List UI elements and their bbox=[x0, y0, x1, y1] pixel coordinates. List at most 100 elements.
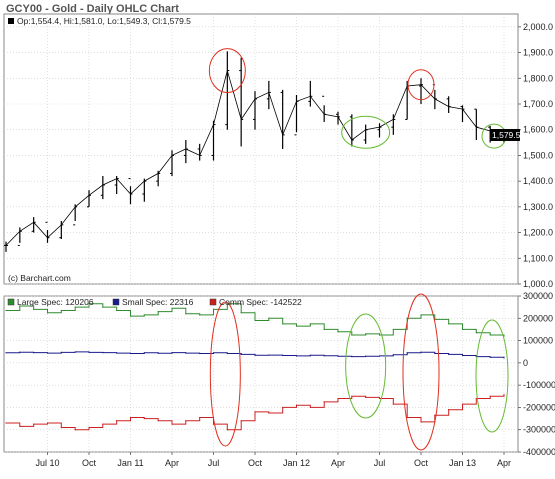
cot-point bbox=[46, 312, 49, 314]
cot-point bbox=[199, 314, 201, 316]
price-tick-label: 1,200.0 bbox=[523, 228, 553, 238]
cot-point bbox=[116, 352, 118, 354]
cot-point bbox=[461, 328, 464, 331]
cot-point bbox=[448, 323, 450, 325]
cot-tick-label: 300000 bbox=[523, 291, 553, 301]
cot-point bbox=[88, 351, 90, 353]
x-tick-label: Apr bbox=[331, 458, 345, 468]
axis-labels: 1,000.0 1,100.0 1,200.0 1,300.0 1,400.0 1,500… bbox=[8, 16, 555, 468]
cot-point bbox=[240, 312, 242, 314]
cot-point bbox=[323, 355, 325, 357]
cot-point bbox=[212, 423, 215, 425]
cot-point bbox=[489, 395, 491, 397]
red-ellipse-cot bbox=[209, 301, 241, 447]
cot-point bbox=[254, 319, 256, 322]
price-tick-label: 1,700.0 bbox=[523, 99, 553, 109]
cot-point bbox=[74, 429, 76, 431]
cot-point bbox=[33, 308, 35, 310]
cot-point bbox=[171, 307, 173, 309]
cot-point bbox=[392, 403, 394, 405]
cot-point bbox=[282, 323, 284, 325]
cot-point bbox=[185, 313, 187, 315]
cot-point bbox=[295, 404, 298, 406]
cot-point bbox=[351, 334, 353, 336]
cot-point bbox=[102, 423, 104, 425]
cot-point bbox=[420, 314, 422, 316]
x-tick-label: Jan 12 bbox=[283, 458, 310, 468]
cot-tick-label: 100000 bbox=[523, 336, 553, 346]
cot-point bbox=[199, 352, 201, 355]
cot-point bbox=[268, 354, 270, 356]
cot-point bbox=[392, 354, 394, 356]
price-tick-label: 1,400.0 bbox=[523, 176, 553, 186]
price-tick-label: 1,100.0 bbox=[523, 253, 553, 263]
chart-title: GCY00 - Gold - Daily OHLC Chart bbox=[6, 3, 179, 15]
cot-point bbox=[268, 317, 270, 319]
cot-point bbox=[337, 331, 339, 333]
cot-tick-label: 0 bbox=[523, 358, 528, 368]
cot-point bbox=[157, 352, 159, 354]
cot-tick-label: -200000 bbox=[523, 402, 555, 412]
cot-point bbox=[102, 352, 104, 354]
cot-point bbox=[212, 308, 215, 310]
cot-point bbox=[282, 406, 284, 409]
cot-point bbox=[420, 421, 422, 423]
cot-point bbox=[309, 354, 311, 356]
cot-tick-label: 200000 bbox=[523, 313, 553, 323]
red-ellipse-cot bbox=[402, 293, 440, 451]
cot-point bbox=[420, 351, 422, 353]
cot-tick-label: -300000 bbox=[523, 425, 555, 435]
cot-point bbox=[365, 396, 367, 398]
x-tick-label: Oct bbox=[414, 458, 429, 468]
cot-point bbox=[60, 351, 62, 353]
cot-point bbox=[295, 355, 298, 357]
legend: Large Spec: 120206 Small Spec: 22316 Comm … bbox=[7, 297, 302, 307]
cot-point bbox=[185, 420, 187, 422]
cot-point bbox=[19, 305, 21, 307]
cot-point bbox=[434, 414, 436, 416]
price-tick-label: 1,600.0 bbox=[523, 125, 553, 135]
cot-point bbox=[323, 401, 325, 403]
cot-point bbox=[240, 353, 242, 355]
cot-point bbox=[157, 311, 159, 313]
red-ellipse-price-top bbox=[407, 69, 435, 101]
cot-point bbox=[46, 352, 49, 354]
cot-point bbox=[406, 352, 408, 354]
cot-point bbox=[392, 328, 394, 331]
cot-point bbox=[309, 323, 311, 325]
cot-point bbox=[434, 352, 436, 355]
red-ellipse-price-top bbox=[208, 48, 246, 94]
last-price-box bbox=[490, 128, 520, 141]
cot-point bbox=[60, 309, 62, 312]
green-ellipse-price-base bbox=[341, 115, 391, 149]
legend-swatch bbox=[209, 298, 217, 306]
cot-point bbox=[88, 426, 90, 429]
cot-point bbox=[475, 332, 477, 334]
cot-point bbox=[143, 352, 145, 354]
cot-point bbox=[337, 355, 339, 357]
cot-point bbox=[365, 333, 367, 335]
cot-point bbox=[88, 303, 90, 305]
x-tick-label: Oct bbox=[82, 458, 97, 468]
cot-pane-frame bbox=[3, 295, 519, 453]
cot-point bbox=[5, 352, 7, 354]
x-tick-label: Oct bbox=[248, 458, 263, 468]
credit-text: (c) Barchart.com bbox=[8, 273, 71, 283]
cot-point bbox=[143, 417, 145, 420]
cot-point bbox=[74, 351, 76, 353]
last-price-label: 1,579.5 bbox=[492, 130, 521, 140]
cot-point bbox=[226, 352, 228, 355]
cot-point bbox=[461, 403, 464, 405]
cot-point bbox=[116, 309, 118, 312]
cot-tick-label: -400000 bbox=[523, 447, 555, 457]
cot-point bbox=[129, 416, 132, 419]
grid-lines bbox=[4, 14, 521, 455]
x-tick-label: Jul bbox=[208, 458, 220, 468]
cot-point bbox=[5, 309, 7, 312]
price-tick-label: 1,500.0 bbox=[523, 150, 553, 160]
annotations bbox=[208, 48, 509, 451]
cot-point bbox=[60, 426, 62, 429]
cot-point bbox=[254, 354, 256, 356]
price-tick-label: 2,000.0 bbox=[523, 22, 553, 32]
cot-point bbox=[185, 352, 187, 354]
